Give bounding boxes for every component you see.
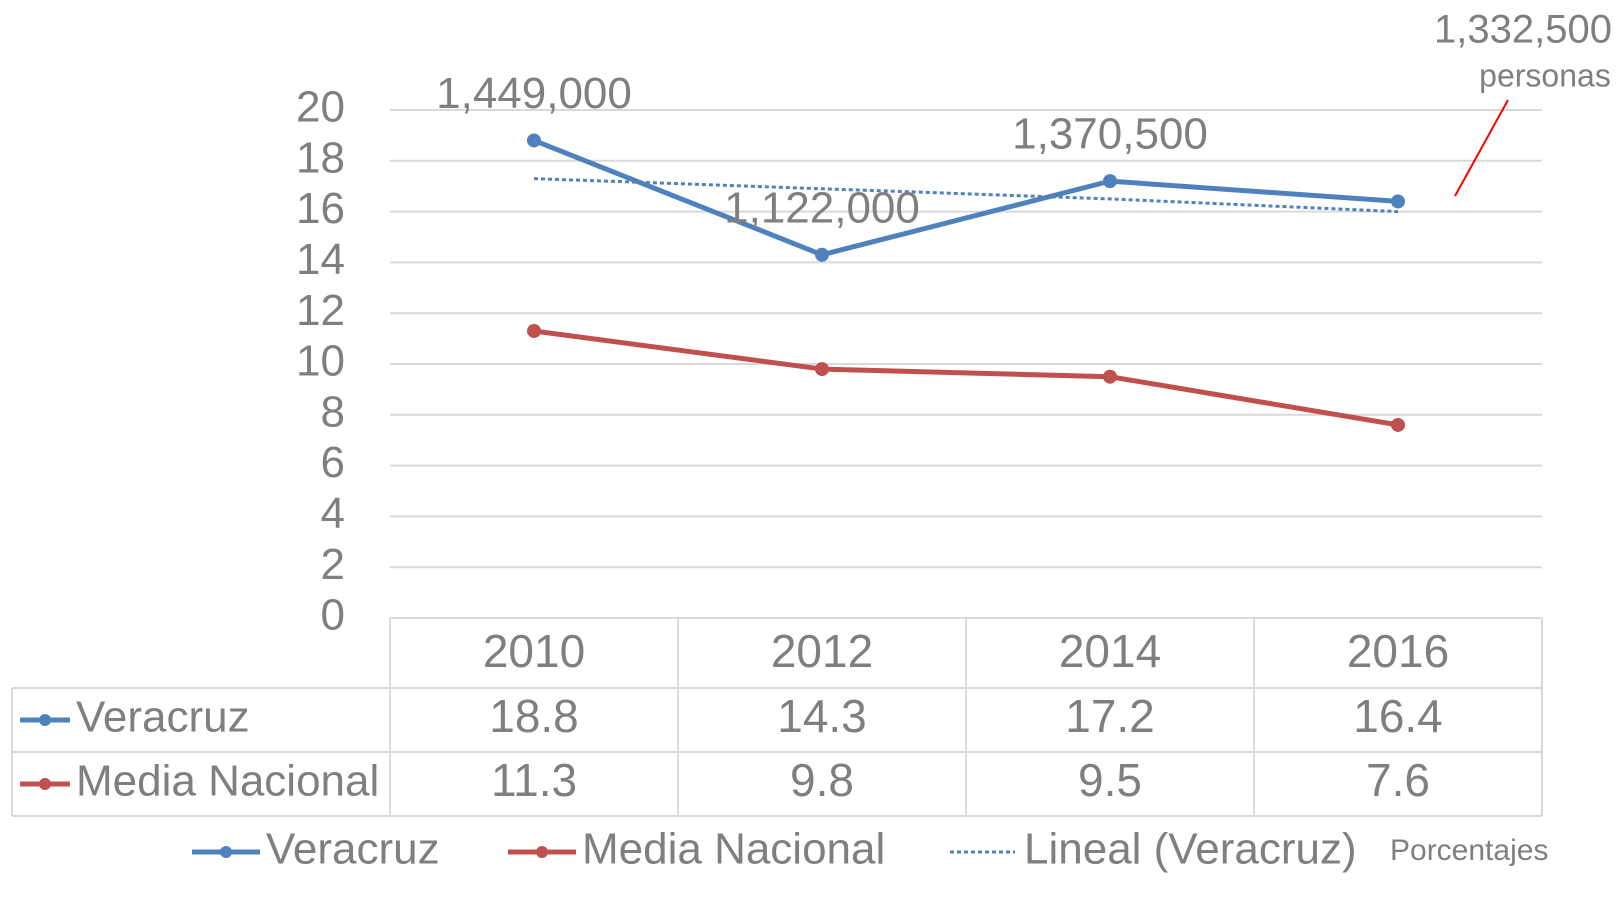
table-cell: 11.3 [491,754,577,806]
data-point [527,323,541,338]
y-tick-label: 10 [296,337,345,386]
unit-note: Porcentajes [1390,834,1548,867]
table-cell: 16.4 [1353,690,1443,742]
data-point [1391,194,1405,209]
callout-subtext: personas [1479,57,1611,93]
y-tick-label: 18 [296,133,345,182]
table-cell: 18.8 [489,690,579,742]
callout-text: 1,332,500 [1434,8,1612,52]
table-row-label: Veracruz [76,693,250,742]
legend-label: Lineal (Veracruz) [1024,825,1357,874]
trendline [533,177,1399,214]
data-point [1391,417,1405,432]
point-label: 1,449,000 [436,69,632,118]
y-tick-label: 12 [296,286,345,335]
y-tick-label: 0 [321,591,345,640]
table-row-label: Media Nacional [76,757,379,806]
legend-key-dot [536,846,548,858]
data-point [815,362,829,377]
data-point [527,133,541,148]
series-line [533,138,1399,258]
x-tick-label: 2014 [1059,625,1161,677]
legend-key-dot [220,846,232,858]
y-tick-label: 8 [321,387,345,436]
y-tick-label: 20 [296,83,345,132]
data-point [1103,369,1117,384]
y-tick-label: 2 [321,540,345,589]
callout-arrow [1454,99,1509,197]
data-point [1103,174,1117,189]
x-tick-label: 2012 [771,625,873,677]
table-cell: 14.3 [777,690,867,742]
table-legend-key-dot [39,714,51,726]
y-tick-label: 16 [296,184,345,233]
table-cell: 17.2 [1065,690,1155,742]
x-tick-label: 2016 [1347,625,1449,677]
legend-label: Veracruz [266,825,440,874]
table-cell: 7.6 [1366,754,1430,806]
legend-label: Media Nacional [582,825,885,874]
x-tick-label: 2010 [483,625,585,677]
series-line [533,328,1399,428]
table-legend-key-dot [39,778,51,790]
data-point [815,247,829,262]
table-cell: 9.8 [790,754,854,806]
table-cell: 9.5 [1078,754,1142,806]
y-tick-label: 6 [321,438,345,487]
point-label: 1,122,000 [724,183,920,232]
y-tick-label: 14 [296,235,345,284]
y-tick-label: 4 [321,489,345,538]
point-label: 1,370,500 [1012,110,1208,159]
